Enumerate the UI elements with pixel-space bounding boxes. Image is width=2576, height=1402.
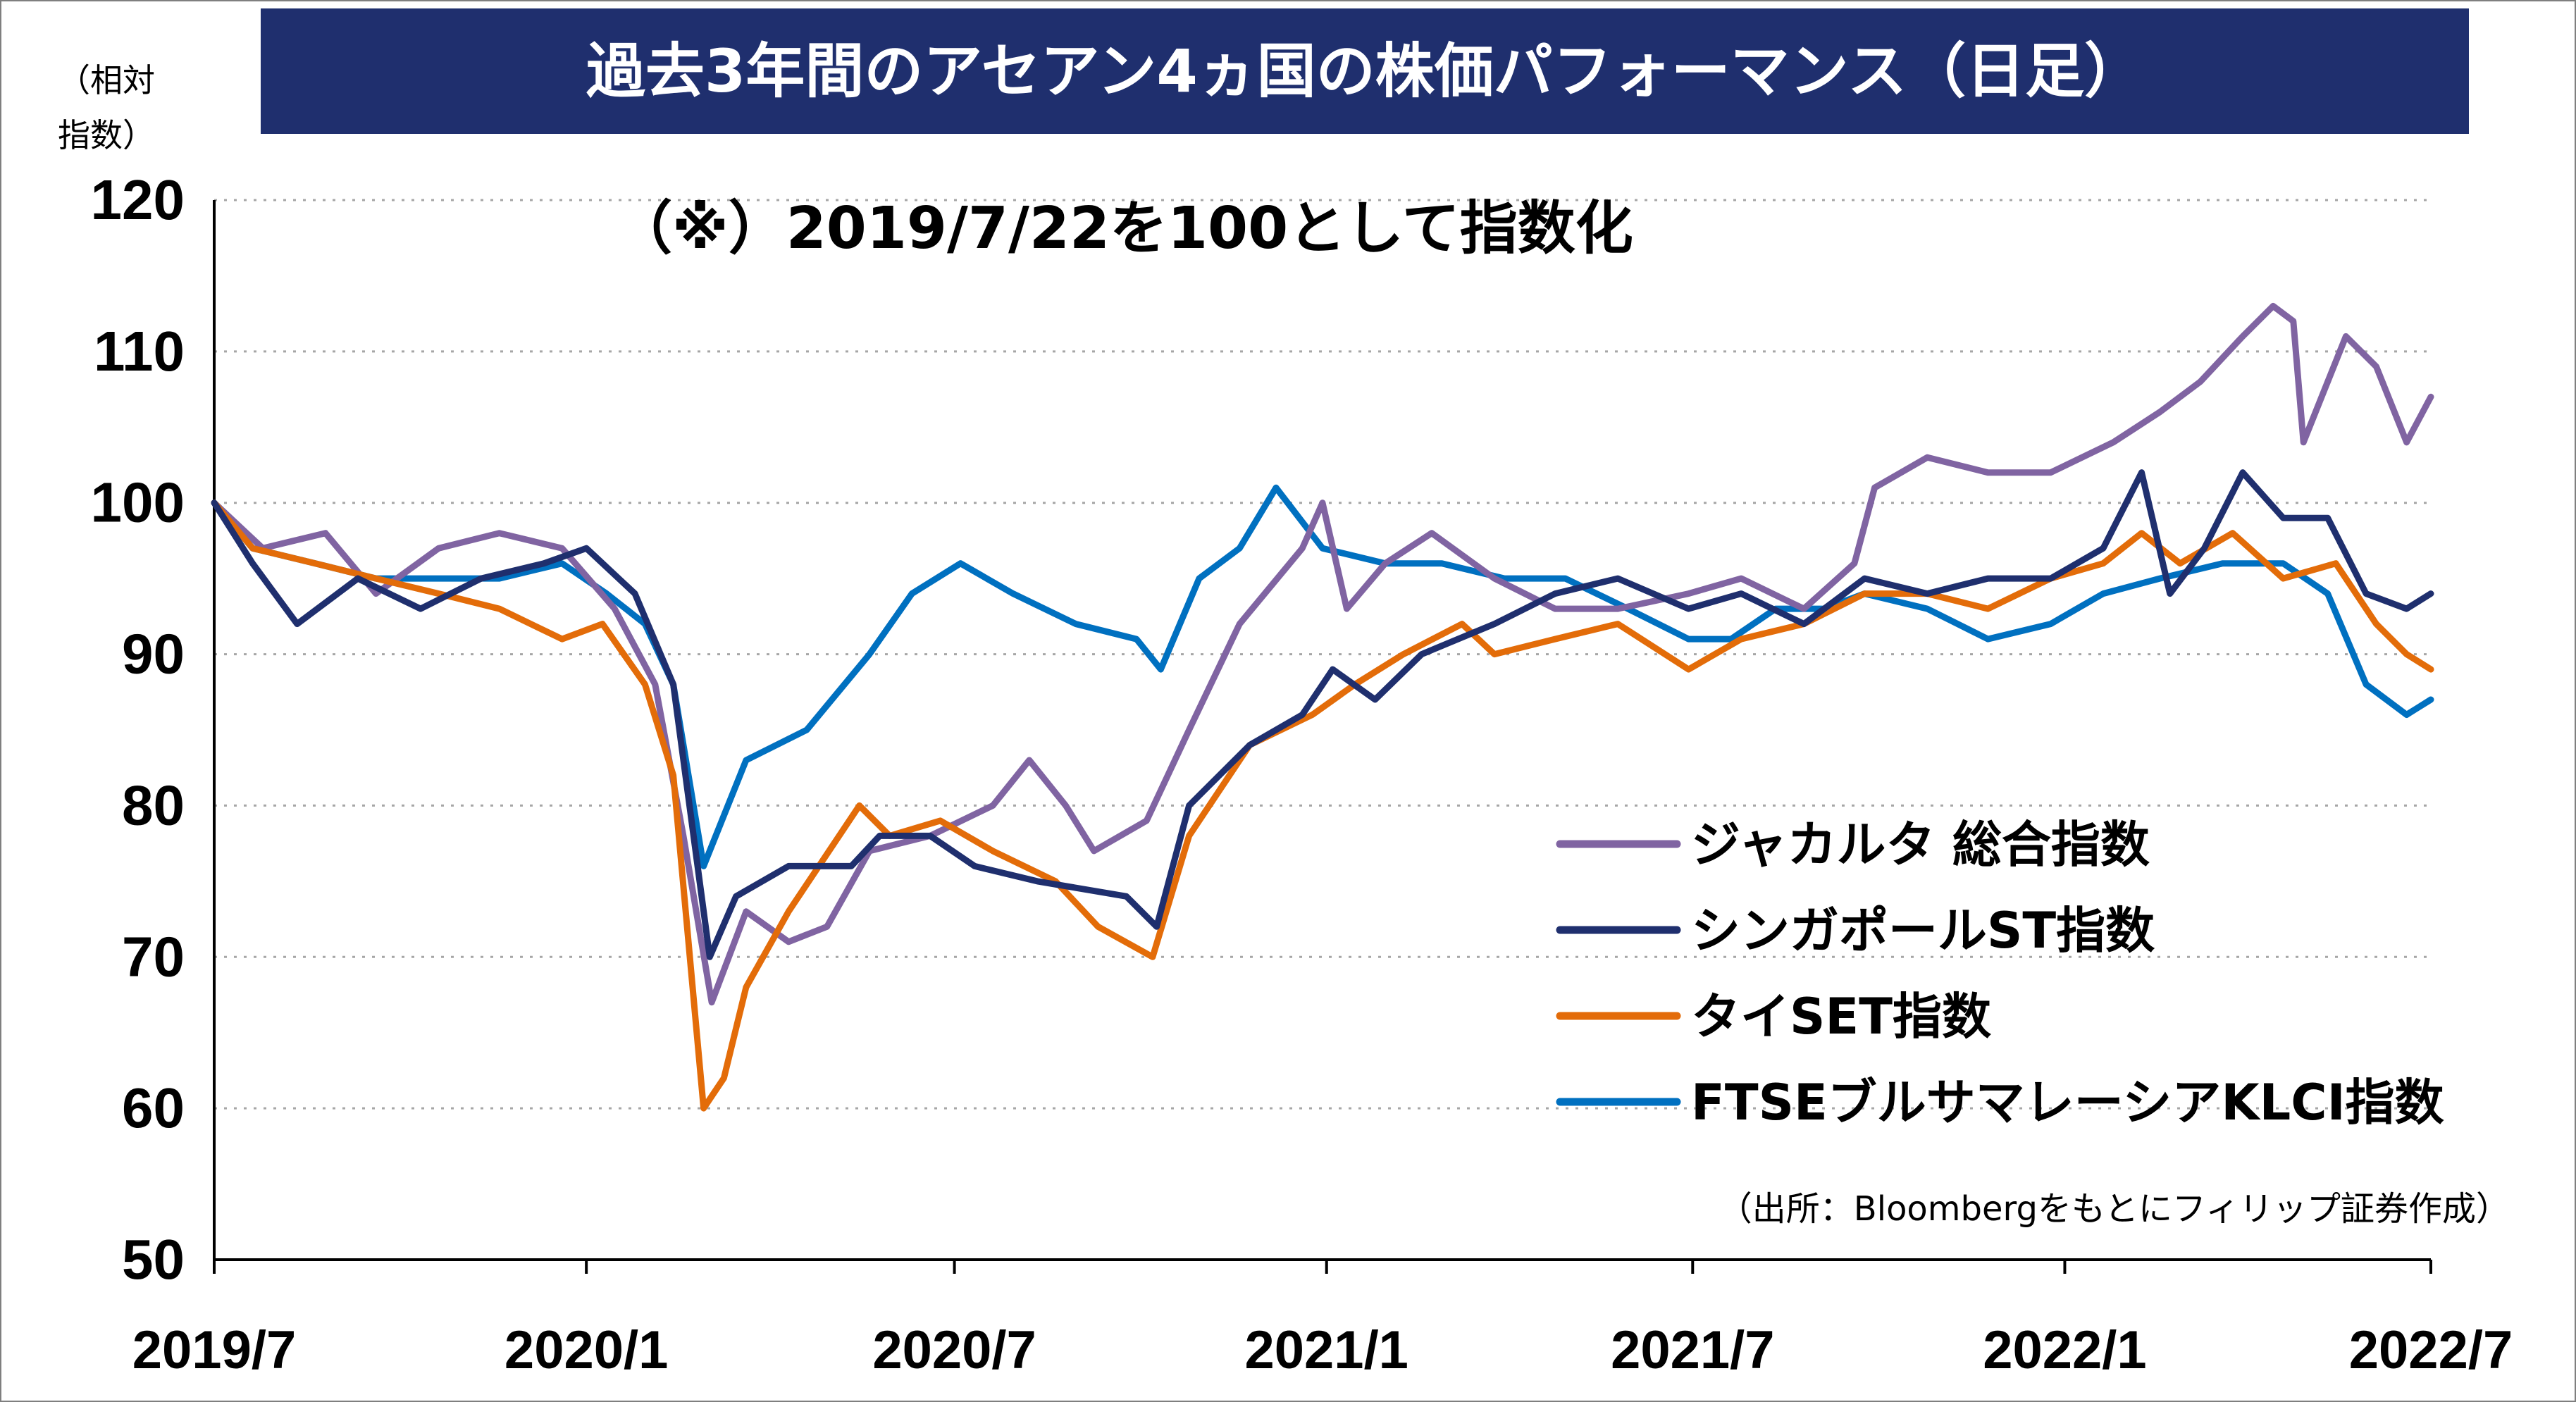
y-tick-label: 50 bbox=[122, 1228, 185, 1291]
x-tick-labels: 2019/7 2020/1 2020/7 2021/1 2021/7 2022/1 2022… bbox=[132, 1320, 2513, 1380]
x-tick-label: 2019/7 bbox=[132, 1320, 296, 1380]
x-tick-label: 2021/7 bbox=[1611, 1320, 1774, 1380]
x-tick-label: 2021/1 bbox=[1245, 1320, 1408, 1380]
chart-note: （※）2019/7/22を100として指数化 bbox=[614, 195, 1633, 262]
x-tick-label: 2022/1 bbox=[1983, 1320, 2146, 1380]
x-tick-label: 2020/7 bbox=[872, 1320, 1036, 1380]
legend-label: FTSEブルサマレーシアKLCI指数 bbox=[1691, 1074, 2444, 1131]
series-line-3 bbox=[211, 484, 2434, 869]
series-lines bbox=[211, 302, 2434, 1112]
y-axis-label-line1: （相対 bbox=[58, 61, 155, 99]
series-line-1 bbox=[211, 469, 2434, 960]
legend-label: ジャカルタ 総合指数 bbox=[1691, 816, 2150, 874]
chart-title: 過去3年間のアセアン4ヵ国の株価パフォーマンス（日足） bbox=[586, 37, 2143, 106]
y-tick-label: 80 bbox=[122, 774, 185, 836]
legend-label: シンガポールST指数 bbox=[1691, 902, 2155, 960]
y-tick-label: 70 bbox=[122, 925, 185, 988]
series-line-0 bbox=[211, 302, 2434, 1006]
gridlines bbox=[214, 199, 2431, 1110]
y-tick-labels: 50 60 70 80 90 100 110 120 bbox=[91, 168, 185, 1291]
x-tick-label: 2022/7 bbox=[2349, 1320, 2513, 1380]
title-banner bbox=[261, 8, 2469, 134]
x-tick-label: 2020/1 bbox=[504, 1320, 668, 1380]
legend-label: タイSET指数 bbox=[1691, 988, 1991, 1046]
y-tick-label: 120 bbox=[91, 168, 185, 231]
axes bbox=[213, 200, 2432, 1274]
y-tick-label: 60 bbox=[122, 1077, 185, 1139]
source-note: （出所：Bloombergをもとにフィリップ証券作成） bbox=[1719, 1189, 2510, 1229]
y-tick-label: 100 bbox=[91, 471, 185, 534]
y-axis-label-line2: 指数） bbox=[58, 116, 155, 154]
y-tick-label: 90 bbox=[122, 623, 185, 686]
y-tick-label: 110 bbox=[94, 320, 185, 383]
